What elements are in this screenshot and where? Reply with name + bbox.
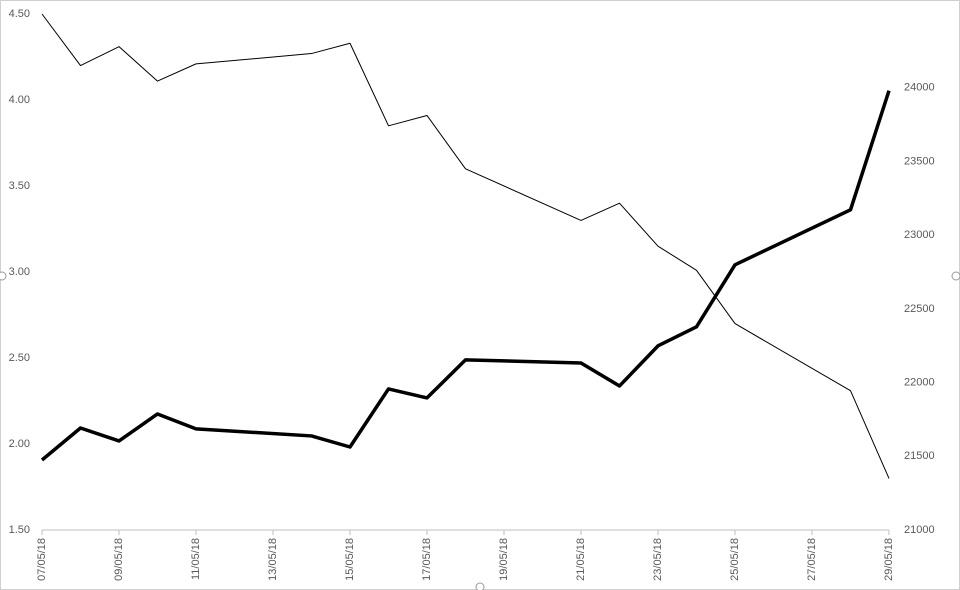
resize-handle[interactable] xyxy=(0,271,7,281)
x-tick-label: 09/05/18 xyxy=(113,538,125,581)
y-tick-label: 4.00 xyxy=(9,94,30,106)
y2-tick-label: 23000 xyxy=(904,229,935,241)
x-tick-label: 17/05/18 xyxy=(421,538,433,581)
x-tick-label: 11/05/18 xyxy=(190,538,202,580)
y2-tick-label: 24000 xyxy=(904,82,935,94)
x-tick-label: 25/05/18 xyxy=(729,538,741,581)
y2-tick-label: 21000 xyxy=(904,524,935,536)
x-tick-label: 07/05/18 xyxy=(36,538,48,581)
y2-tick-label: 23500 xyxy=(904,155,935,167)
resize-handle[interactable] xyxy=(951,271,960,281)
y2-tick-label: 22500 xyxy=(904,303,935,315)
y-tick-label: 1.50 xyxy=(9,524,30,536)
x-tick-label: 27/05/18 xyxy=(806,538,818,581)
data-line xyxy=(40,90,891,462)
y2-tick-label: 22000 xyxy=(904,376,935,388)
x-tick-label: 29/05/18 xyxy=(883,538,895,581)
x-tick-label: 19/05/18 xyxy=(498,538,510,581)
resize-handle[interactable] xyxy=(475,582,485,590)
y-tick-label: 3.50 xyxy=(9,180,30,192)
y-tick-label: 2.00 xyxy=(9,438,30,450)
y2-tick-label: 21500 xyxy=(904,450,935,462)
x-tick-label: 23/05/18 xyxy=(652,538,664,581)
data-line xyxy=(41,13,890,479)
x-tick-label: 13/05/18 xyxy=(267,538,279,581)
y-tick-label: 2.50 xyxy=(9,352,30,364)
x-tick-label: 15/05/18 xyxy=(344,538,356,581)
y-tick-label: 4.50 xyxy=(9,8,30,20)
y-tick-label: 3.00 xyxy=(9,266,30,278)
x-tick-label: 21/05/18 xyxy=(575,538,587,581)
